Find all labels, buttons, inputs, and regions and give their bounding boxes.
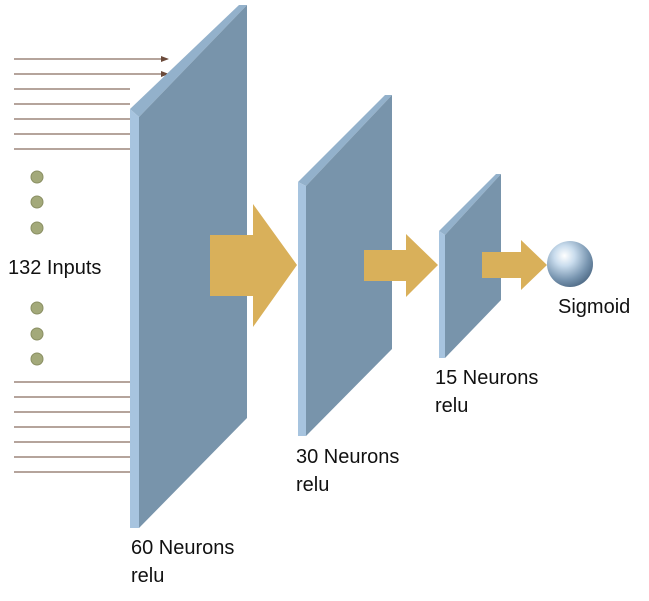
layer-15-neurons [439, 174, 501, 358]
layer-front-edge [439, 231, 445, 358]
layer-face [445, 174, 501, 358]
layer-face [139, 5, 247, 528]
layer-face [306, 95, 392, 436]
layer-top-edge [298, 95, 392, 186]
input-lines-bottom [14, 381, 130, 473]
inputs-label: 132 Inputs [8, 257, 102, 279]
arrow-layer3-to-output [482, 240, 547, 290]
sigmoid-output-node [547, 241, 593, 287]
ellipsis-dot [30, 170, 44, 184]
arrow-layer2-to-layer3 [364, 234, 438, 297]
layer-activation-label: relu [435, 395, 469, 417]
layer-front-edge [298, 182, 306, 436]
layer-front-edge [130, 109, 139, 528]
layer-30-neurons [298, 95, 392, 436]
layer-60-neurons [130, 5, 247, 528]
output-label: Sigmoid [558, 296, 631, 318]
ellipsis-dot [30, 221, 44, 235]
arrow-layer1-to-layer2 [210, 204, 297, 327]
ellipsis-dot [30, 195, 44, 209]
layer-count-label: 60 Neurons [131, 537, 235, 559]
layer-count-label: 30 Neurons [296, 446, 400, 468]
layer-activation-label: relu [131, 565, 165, 587]
layer-top-edge [439, 174, 501, 235]
ellipsis-dot [30, 327, 44, 341]
ellipsis-dot [30, 352, 44, 366]
input-ellipsis-dots [30, 170, 44, 366]
layer-count-label: 15 Neurons [435, 367, 539, 389]
input-lines-top [14, 56, 169, 150]
ellipsis-dot [30, 301, 44, 315]
layer-activation-label: relu [296, 474, 330, 496]
layer-top-edge [130, 5, 247, 117]
